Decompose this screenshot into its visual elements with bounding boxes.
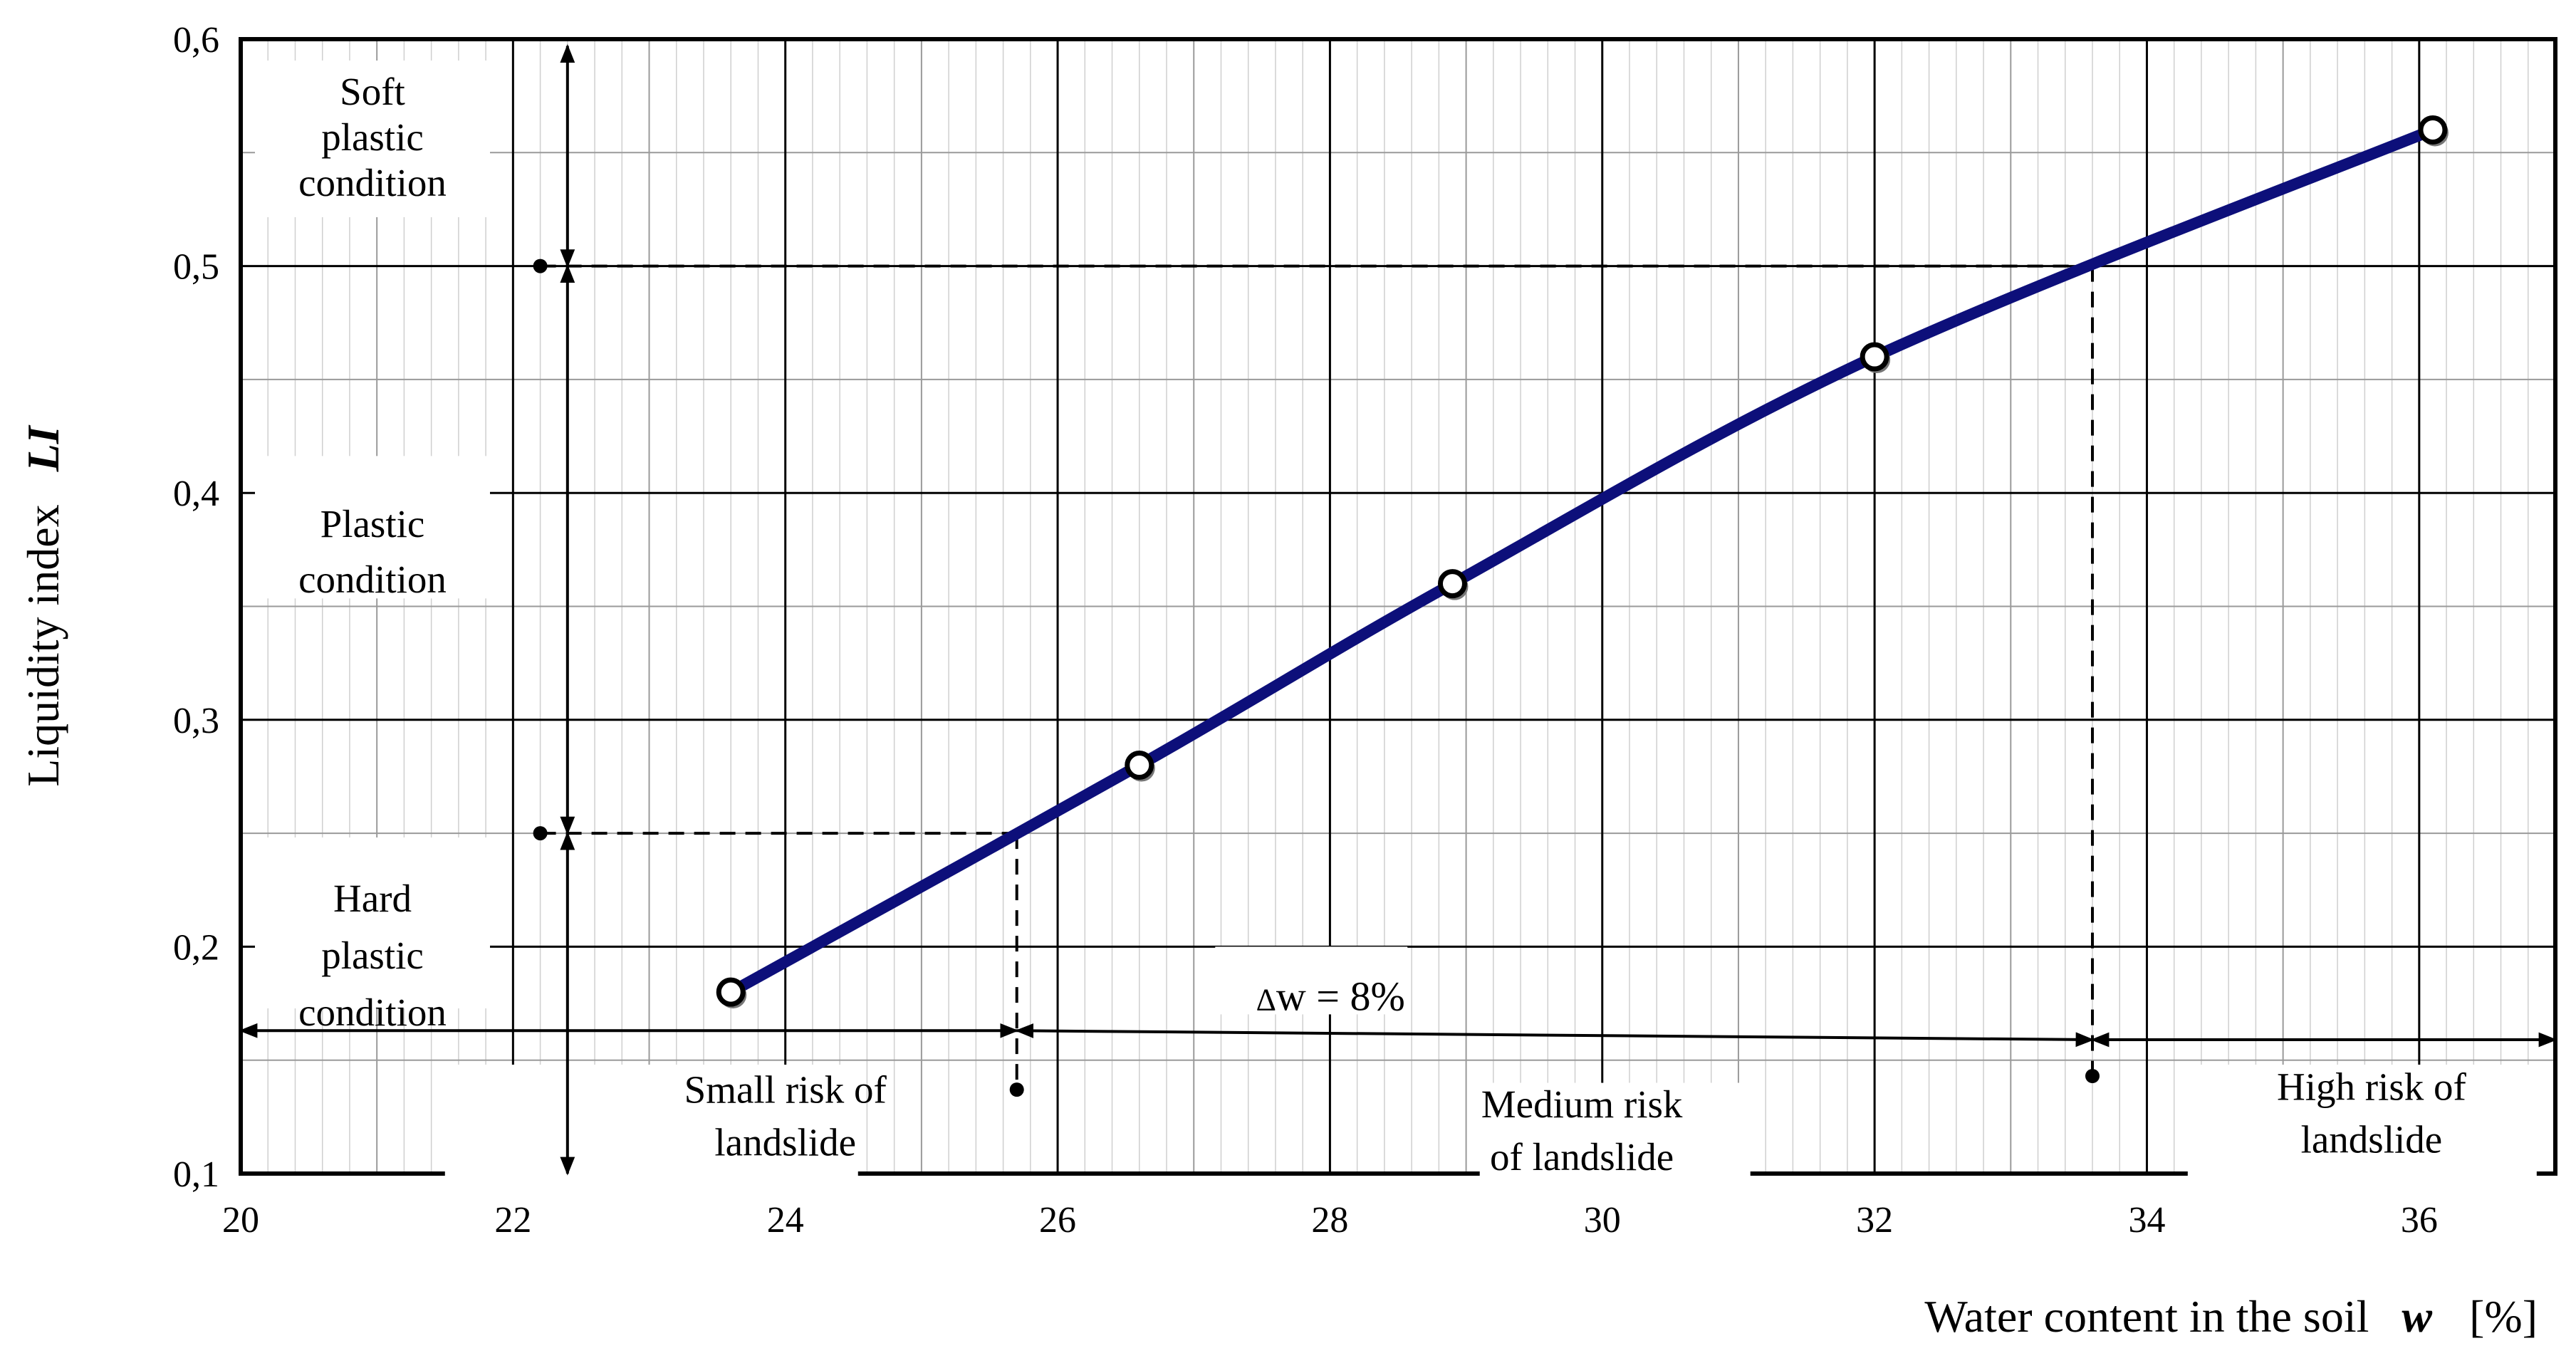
x-tick-label: 22 <box>494 1200 531 1241</box>
label-hard-plastic: Hard plastic condition <box>298 877 447 1034</box>
x-tick-label: 36 <box>2401 1200 2438 1241</box>
label-hard-plastic-line: Hard <box>333 877 412 920</box>
threshold-guides <box>239 43 2557 1176</box>
x-tick-label: 26 <box>1039 1200 1076 1241</box>
x-tick-label: 28 <box>1311 1200 1348 1241</box>
x-tick-label: 34 <box>2128 1200 2165 1241</box>
x-tick-label: 20 <box>222 1200 259 1241</box>
label-medium-risk-line: Medium risk <box>1481 1082 1683 1126</box>
data-series <box>716 115 2449 1009</box>
y-tick-label: 0,6 <box>173 20 219 61</box>
y-tick-label: 0,3 <box>173 701 219 741</box>
label-high-risk-line: High risk of <box>2277 1065 2467 1109</box>
label-soft-plastic: Soft plastic condition <box>298 70 447 204</box>
data-point-0 <box>716 977 746 1007</box>
label-box-soft <box>255 61 490 217</box>
label-soft-plastic-line: plastic <box>321 115 424 159</box>
label-small-risk-line: landslide <box>714 1121 856 1164</box>
arrow-medium-risk <box>1015 1023 2095 1048</box>
y-tick-label: 0,4 <box>173 474 219 514</box>
label-plastic: Plastic condition <box>298 502 447 601</box>
label-high-risk-line: landslide <box>2301 1118 2443 1161</box>
data-point-1 <box>1125 751 1154 780</box>
label-box-hard <box>255 837 490 1009</box>
x-axis-title: Water content in the soil w [%] <box>1924 1291 2538 1342</box>
x-tick-label: 32 <box>1856 1200 1893 1241</box>
y-axis-title: Liquidity index LI <box>18 424 68 787</box>
tick-labels: 20 22 24 26 28 30 32 34 36 0,1 0,2 0,3 0,4 0,5 0,6 <box>173 20 2438 1241</box>
label-medium-risk-line: of landslide <box>1490 1135 1674 1179</box>
label-hard-plastic-line: plastic <box>321 934 424 977</box>
label-background-boxes <box>255 61 2537 1218</box>
delta-w-annotation: Δw = 8% <box>1256 973 1405 1020</box>
label-hard-plastic-line: condition <box>298 991 447 1034</box>
label-plastic-line: Plastic <box>320 502 425 545</box>
x-tick-label: 30 <box>1584 1200 1621 1241</box>
label-box-medium-risk <box>1479 1082 1751 1218</box>
guide-dot-li-low <box>533 826 548 841</box>
guide-dot-w-low <box>1009 1082 1024 1097</box>
label-small-risk: Small risk of landslide <box>684 1068 887 1164</box>
data-point-3 <box>1860 342 1889 372</box>
label-medium-risk: Medium risk of landslide <box>1481 1082 1683 1179</box>
label-soft-plastic-line: condition <box>298 161 447 204</box>
label-box-delta <box>1215 946 1408 1015</box>
guide-dot-li-high <box>533 259 548 273</box>
label-box-high-risk <box>2187 1065 2537 1183</box>
label-plastic-line: condition <box>298 558 447 601</box>
label-soft-plastic-line: Soft <box>340 70 405 113</box>
y-tick-label: 0,5 <box>173 247 219 288</box>
label-box-small-risk <box>444 1065 858 1186</box>
guide-dot-w-high <box>2085 1069 2100 1084</box>
series-line-0 <box>725 124 2439 998</box>
label-box-plastic <box>255 456 490 599</box>
data-point-2 <box>1437 569 1467 599</box>
y-tick-label: 0,1 <box>173 1154 219 1195</box>
data-point-4 <box>2418 115 2448 145</box>
y-tick-label: 0,2 <box>173 927 219 968</box>
label-small-risk-line: Small risk of <box>684 1068 887 1112</box>
delta-symbol: Δ <box>1256 983 1276 1018</box>
delta-text: w = 8% <box>1276 973 1405 1020</box>
plot-frame <box>239 37 2557 1176</box>
label-high-risk: High risk of landslide <box>2277 1065 2467 1161</box>
x-tick-label: 24 <box>767 1200 804 1241</box>
